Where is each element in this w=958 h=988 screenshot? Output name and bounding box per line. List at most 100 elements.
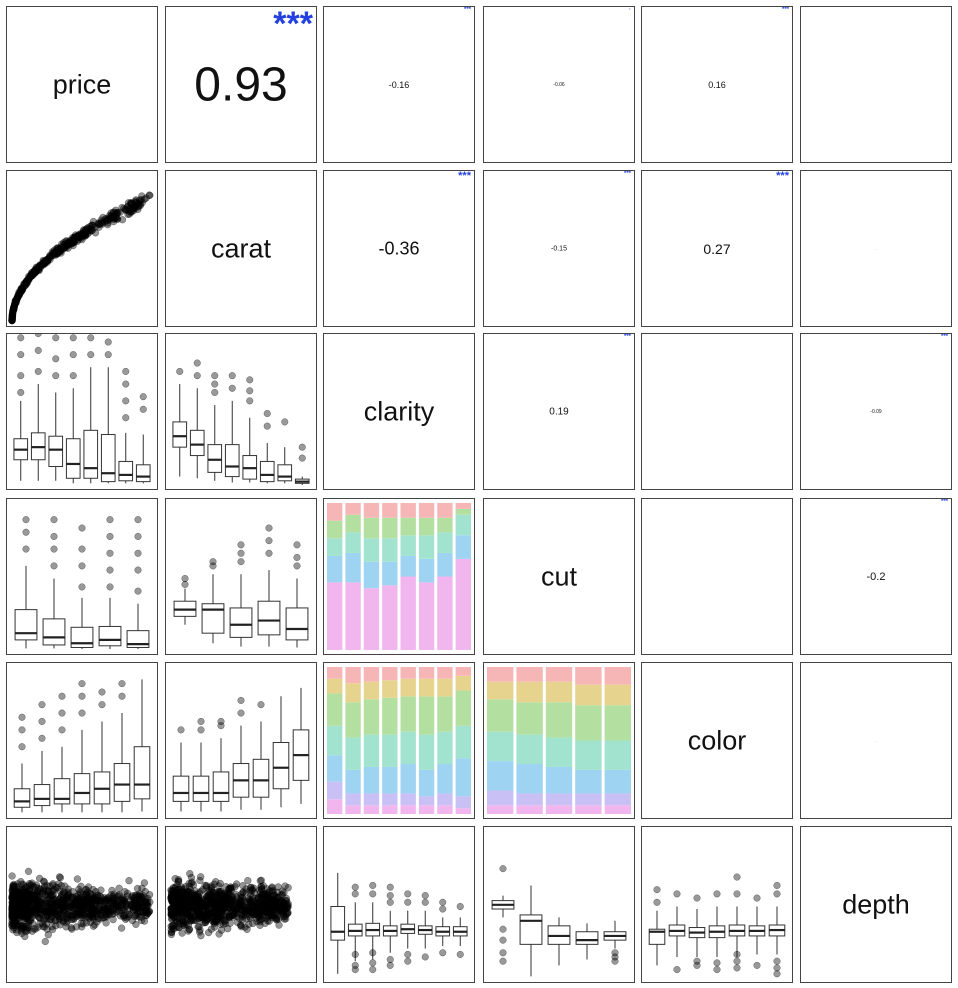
- mosaic-tile: [487, 731, 514, 762]
- outlier-point: [456, 902, 464, 911]
- mosaic-tile: [575, 793, 602, 806]
- scatter-point: [227, 909, 235, 917]
- scatter-point: [12, 297, 20, 305]
- significance-stars: ·: [629, 7, 631, 13]
- outlier-point: [38, 717, 46, 726]
- scatter-point: [207, 891, 216, 899]
- panel-r0-c1: 0.93 ***: [165, 6, 317, 163]
- box: [259, 460, 275, 483]
- box-group: [98, 516, 122, 650]
- box-group: [93, 688, 111, 813]
- outlier-point: [263, 409, 271, 418]
- scatter-point: [54, 899, 62, 907]
- mosaic-tile: [418, 734, 435, 770]
- mosaic-tile: [437, 678, 453, 697]
- significance-stars: ***: [273, 6, 313, 43]
- scatter-point: [282, 897, 290, 905]
- diagonal-label-cut: cut: [540, 561, 578, 591]
- panel-r3-c4: [641, 498, 793, 655]
- outlier-point: [733, 873, 741, 881]
- mosaic-tile: [345, 805, 361, 814]
- box-group: [603, 920, 627, 965]
- outlier-point: [237, 541, 245, 549]
- outlier-point: [17, 372, 25, 380]
- mosaic-tile: [516, 764, 543, 794]
- box: [257, 600, 281, 636]
- outlier-point: [58, 726, 66, 734]
- outlier-point: [134, 587, 142, 595]
- scatter-point: [257, 885, 266, 893]
- mosaic-tile: [455, 675, 471, 691]
- scatter-point: [34, 265, 43, 274]
- boxplot-panel: [13, 679, 151, 813]
- mosaic-tile: [418, 535, 435, 559]
- scatter-point: [92, 893, 100, 902]
- box-group: [294, 443, 310, 485]
- scatter-point: [263, 908, 271, 916]
- box-group: [135, 393, 151, 484]
- box: [14, 609, 38, 641]
- outlier-point: [78, 545, 86, 553]
- mosaic-tile: [437, 805, 453, 814]
- scatter-point: [271, 910, 279, 918]
- outlier-point: [246, 397, 254, 405]
- mosaic-tile: [437, 503, 453, 518]
- significance-stars: ***: [463, 7, 471, 13]
- mosaic-tile: [545, 667, 573, 682]
- scatter-point: [237, 921, 245, 930]
- panel-r5-c2: [323, 826, 475, 983]
- outlier-point: [193, 359, 201, 367]
- scatter-point: [185, 925, 194, 934]
- scatter-plot-price-vs-carat: [8, 191, 154, 325]
- panel-r0-c2: -0.16 ***: [323, 6, 475, 163]
- box: [100, 434, 116, 483]
- box: [33, 784, 51, 807]
- mosaic-tile: [455, 508, 471, 515]
- panel-r4-c1: [165, 662, 317, 819]
- scatter-point: [133, 897, 141, 905]
- scatter-point: [196, 876, 204, 885]
- mosaic-tile: [327, 693, 343, 726]
- mosaic-tile: [516, 681, 543, 703]
- outlier-point: [499, 936, 507, 944]
- mosaic-tile: [437, 532, 453, 553]
- outlier-point: [17, 351, 25, 359]
- box: [285, 607, 309, 641]
- scatter-point: [56, 244, 65, 253]
- correlation-value: -0.36: [378, 238, 420, 258]
- outlier-point: [237, 558, 245, 566]
- scatter-point: [66, 239, 74, 247]
- correlation-value: -0.15: [551, 245, 567, 252]
- mosaic-tile: [575, 705, 602, 741]
- boxplot-panel: [172, 687, 310, 812]
- mosaic-tile: [545, 737, 573, 767]
- scatter-point: [97, 886, 105, 894]
- outlier-point: [52, 334, 60, 342]
- mosaic-tile: [516, 702, 543, 735]
- mosaic-tile: [487, 681, 514, 700]
- panel-r4-c5: --: [800, 662, 952, 819]
- outlier-point: [265, 537, 273, 545]
- outlier-point: [87, 351, 95, 359]
- scatter-point: [139, 908, 147, 916]
- outlier-point: [211, 372, 219, 380]
- scatter-point: [25, 886, 34, 894]
- scatter-point: [248, 893, 257, 901]
- box-group: [259, 409, 275, 484]
- outlier-point: [139, 393, 147, 401]
- outlier-point: [369, 881, 377, 890]
- outlier-point: [386, 892, 394, 900]
- scatter-point: [130, 204, 138, 213]
- scatter-point: [48, 922, 56, 931]
- mosaic-tile: [437, 696, 453, 732]
- outlier-point: [693, 961, 701, 969]
- box-group: [400, 890, 416, 965]
- outlier-point: [733, 950, 741, 958]
- scatter-point: [79, 230, 87, 239]
- box: [83, 429, 99, 479]
- outlier-point: [237, 709, 245, 717]
- scatter-point: [140, 917, 149, 925]
- outlier-point: [118, 692, 126, 700]
- box-group: [768, 881, 786, 978]
- mosaic-tile: [363, 681, 380, 700]
